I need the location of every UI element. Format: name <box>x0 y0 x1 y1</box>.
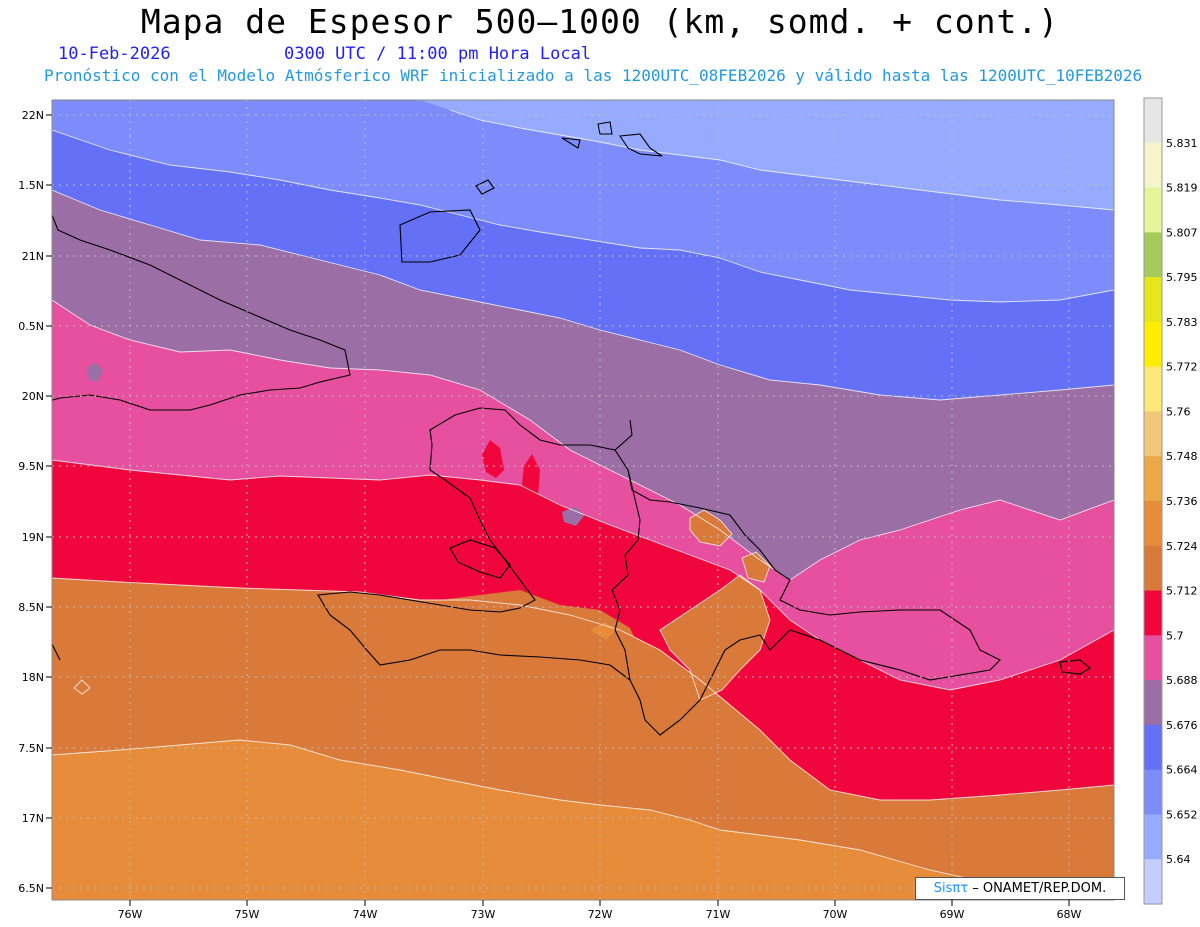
lon-label: 74W <box>353 908 378 921</box>
colorbar-swatch <box>1144 769 1162 816</box>
colorbar-swatch <box>1144 680 1162 726</box>
coast-border <box>611 419 641 681</box>
band-orange-spine <box>660 575 770 700</box>
colorbar-label: 5.7 <box>1166 629 1184 642</box>
band-purple-patch <box>87 362 103 382</box>
contour-11 <box>73 679 91 695</box>
coast-turks <box>561 121 663 157</box>
contour-3 <box>52 459 1114 691</box>
contour-lines <box>52 109 1114 900</box>
colorbar-label: 5.772 <box>1166 361 1198 374</box>
contour-4 <box>52 299 1114 581</box>
coast-cay-1 <box>475 179 495 195</box>
band-orange-west <box>440 590 640 655</box>
lon-label: 75W <box>235 908 260 921</box>
colorbar-frame <box>1143 97 1163 905</box>
lon-label: 69W <box>940 908 965 921</box>
colorbar: 5.831 5.819 5.807 5.795 5.783 5.772 5.76 5.748 5… <box>1143 97 1198 905</box>
colorbar-swatch <box>1144 321 1162 368</box>
axis-ticks <box>46 114 1070 906</box>
band-lightblue <box>420 100 1114 210</box>
contour-5 <box>52 189 1114 401</box>
lat-label: 7.5N <box>18 742 44 755</box>
lat-label: 0.5N <box>18 320 44 333</box>
colorbar-label: 5.724 <box>1166 540 1198 553</box>
lat-label: 6.5N <box>18 882 44 895</box>
colorbar-swatch <box>1144 456 1162 502</box>
coastlines <box>52 121 1091 736</box>
map-title: Mapa de Espesor 500—1000 (km, somd. + co… <box>140 2 1060 41</box>
contour-2 <box>52 577 1114 801</box>
band-red-tongue <box>482 440 504 478</box>
forecast-subtitle: Pronóstico con el Modelo Atmósferico WRF… <box>44 66 1143 85</box>
lat-label: 9.5N <box>18 460 44 473</box>
band-orange-hot-1 <box>690 510 732 546</box>
lon-label: 76W <box>118 908 143 921</box>
colorbar-label: 5.712 <box>1166 585 1198 598</box>
lon-label: 72W <box>588 908 613 921</box>
lat-label: 20N <box>22 390 44 403</box>
contour-6 <box>52 129 1114 303</box>
band-purple-spot <box>562 506 584 526</box>
lat-label: 19N <box>22 531 44 544</box>
lat-label: 17N <box>22 812 44 825</box>
contour-10 <box>659 574 771 701</box>
lat-label: 8.5N <box>18 601 44 614</box>
contour-1 <box>52 739 1114 900</box>
colorbar-swatch <box>1144 411 1162 457</box>
plot-frame <box>51 99 1115 901</box>
lat-label: 21N <box>22 250 44 263</box>
lat-label: 1.5N <box>18 179 44 192</box>
lon-label: 73W <box>471 908 496 921</box>
contour-7 <box>449 109 1114 211</box>
coast-gonave <box>449 539 511 579</box>
coast-hispaniola <box>317 407 1001 736</box>
lon-label: 68W <box>1057 908 1082 921</box>
colorbar-label: 5.748 <box>1166 450 1198 463</box>
colorbar-swatch <box>1144 814 1162 860</box>
colorbar-label: 5.831 <box>1166 137 1198 150</box>
contour-8 <box>689 509 733 547</box>
coast-jamaica-edge <box>52 642 61 661</box>
colorbar-swatch <box>1144 545 1162 592</box>
colorbar-label: 5.819 <box>1166 182 1198 195</box>
colorbar-swatch <box>1144 232 1162 278</box>
colorbar-swatch <box>1144 635 1162 681</box>
lat-label: 18N <box>22 671 44 684</box>
colorbar-label: 5.676 <box>1166 719 1198 732</box>
colorbar-swatch <box>1144 142 1162 189</box>
colorbar-swatch <box>1144 187 1162 233</box>
coast-puerto-rico <box>1059 659 1091 675</box>
credit-box: Sisπτ – ONAMET/REP.DOM. <box>915 877 1125 900</box>
colorbar-label: 5.64 <box>1166 853 1191 866</box>
lat-label: 22N <box>22 109 44 122</box>
colorbar-label: 5.795 <box>1166 271 1198 284</box>
colorbar-swatch <box>1144 724 1162 771</box>
colorbar-label: 5.688 <box>1166 674 1198 687</box>
thickness-bands <box>52 100 1114 900</box>
valid-time: 0300 UTC / 11:00 pm Hora Local <box>284 44 592 64</box>
colorbar-label: 5.664 <box>1166 764 1198 777</box>
lon-label: 70W <box>823 908 848 921</box>
colorbar-swatch <box>1144 590 1162 636</box>
gridlines <box>52 100 1114 900</box>
colorbar-label: 5.652 <box>1166 808 1198 821</box>
colorbar-label: 5.783 <box>1166 316 1198 329</box>
coast-inagua <box>399 209 481 263</box>
colorbar-swatch <box>1144 501 1162 547</box>
colorbar-swatch <box>1144 277 1162 323</box>
credit-text: – ONAMET/REP.DOM. <box>972 881 1107 896</box>
lon-label: 71W <box>706 908 731 921</box>
colorbar-label: 5.807 <box>1166 226 1198 239</box>
colorbar-label: 5.736 <box>1166 495 1198 508</box>
contour-9 <box>741 551 771 583</box>
colorbar-swatch <box>1144 366 1162 413</box>
credit-brand: Sisπτ <box>933 881 969 896</box>
colorbar-label: 5.76 <box>1166 405 1191 418</box>
coast-cuba-east <box>52 213 351 411</box>
valid-date: 10-Feb-2026 <box>58 44 171 64</box>
colorbar-swatch <box>1144 98 1162 144</box>
colorbar-swatch <box>1144 859 1162 905</box>
